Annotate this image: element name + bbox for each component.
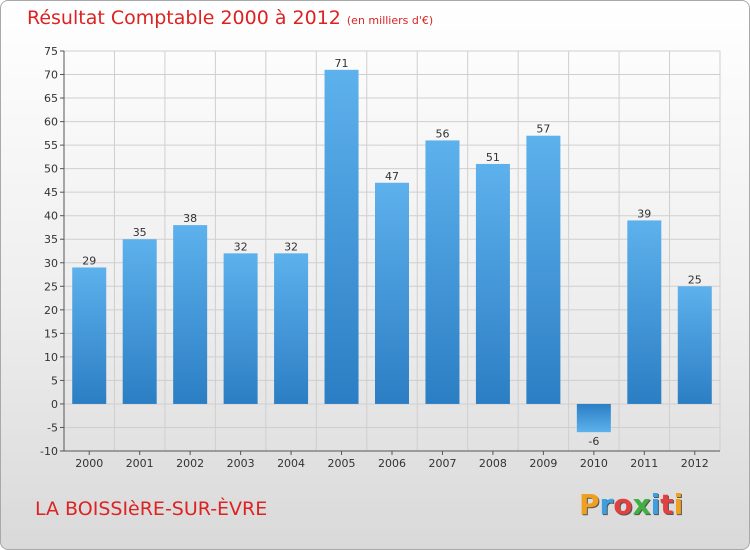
x-tick-label-2005: 2005	[328, 457, 356, 470]
bar-2008	[475, 163, 510, 404]
y-tick-label: 55	[44, 139, 58, 152]
x-tick-label-2006: 2006	[378, 457, 406, 470]
y-tick-label: 5	[51, 374, 58, 387]
bar-2003	[223, 253, 258, 404]
x-tick-label-2009: 2009	[529, 457, 557, 470]
bar-2006	[375, 182, 409, 404]
data-label-2001: 35	[133, 226, 147, 239]
logo-letter: P	[579, 488, 600, 521]
bar-2002	[173, 225, 208, 404]
data-label-2009: 57	[536, 123, 550, 136]
data-label-2002: 38	[183, 212, 197, 225]
y-tick-label: 10	[44, 351, 58, 364]
data-label-2000: 29	[82, 254, 96, 267]
data-label-2005: 71	[335, 57, 349, 70]
y-tick-label: -5	[47, 421, 58, 434]
y-tick-label: 0	[51, 398, 58, 411]
x-tick-label-2011: 2011	[630, 457, 658, 470]
logo-letter: t	[660, 488, 674, 521]
x-tick-label-2007: 2007	[428, 457, 456, 470]
x-tick-label-2012: 2012	[681, 457, 709, 470]
chart-title-text: Résultat Comptable 2000 à 2012	[27, 7, 341, 29]
y-tick-label: -10	[40, 445, 58, 458]
x-tick-label-2002: 2002	[176, 457, 204, 470]
logo-letter: i	[673, 488, 684, 521]
y-tick-label: 65	[44, 92, 58, 105]
y-tick-label: 30	[44, 257, 58, 270]
logo-letter: i	[650, 488, 661, 521]
data-label-2003: 32	[234, 240, 248, 253]
bar-2007	[425, 140, 460, 404]
proxiti-logo: Proxiti	[579, 488, 683, 521]
y-tick-label: 75	[44, 45, 58, 58]
y-tick-label: 60	[44, 116, 58, 129]
data-label-2007: 56	[435, 127, 449, 140]
data-label-2011: 39	[637, 207, 651, 220]
y-tick-label: 70	[44, 69, 58, 82]
bar-2010	[576, 403, 611, 433]
bar-2012	[677, 286, 712, 404]
data-label-2008: 51	[486, 151, 500, 164]
logo-letter: r	[599, 488, 614, 521]
y-tick-label: 25	[44, 280, 58, 293]
chart-title: Résultat Comptable 2000 à 2012 (en millie…	[27, 7, 433, 29]
y-tick-label: 45	[44, 186, 58, 199]
bar-2005	[324, 69, 359, 404]
logo-letter: x	[632, 488, 651, 521]
y-tick-label: 50	[44, 163, 58, 176]
x-tick-label-2003: 2003	[227, 457, 255, 470]
data-label-2004: 32	[284, 240, 298, 253]
y-tick-label: 20	[44, 304, 58, 317]
bars	[72, 69, 712, 433]
data-label-2010: -6	[588, 435, 599, 448]
y-tick-label: 15	[44, 327, 58, 340]
bar-2001	[122, 239, 157, 404]
x-tick-label-2008: 2008	[479, 457, 507, 470]
y-tick-label: 35	[44, 233, 58, 246]
data-labels: 29 35 38 32 32 71 47 56 51 57 -6 39 25	[82, 57, 702, 448]
bar-2009	[526, 135, 561, 404]
bar-2011	[627, 220, 662, 404]
logo-letter: o	[613, 488, 633, 521]
y-tick-label: 40	[44, 210, 58, 223]
bar-2000	[72, 267, 107, 404]
x-tick-label-2000: 2000	[75, 457, 103, 470]
chart-subtitle: (en milliers d'€)	[346, 14, 434, 27]
bar-2004	[274, 253, 309, 404]
axes: -10 -5 0 5 10 15 20 25 30 35 40 45 50 55 60 65 70 75 2000 2…	[40, 45, 720, 470]
data-label-2012: 25	[688, 273, 702, 286]
x-tick-label-2010: 2010	[580, 457, 608, 470]
x-tick-label-2004: 2004	[277, 457, 305, 470]
x-tick-label-2001: 2001	[126, 457, 154, 470]
city-name: LA BOISSIèRE-SUR-ÈVRE	[35, 498, 268, 520]
data-label-2006: 47	[385, 170, 399, 183]
